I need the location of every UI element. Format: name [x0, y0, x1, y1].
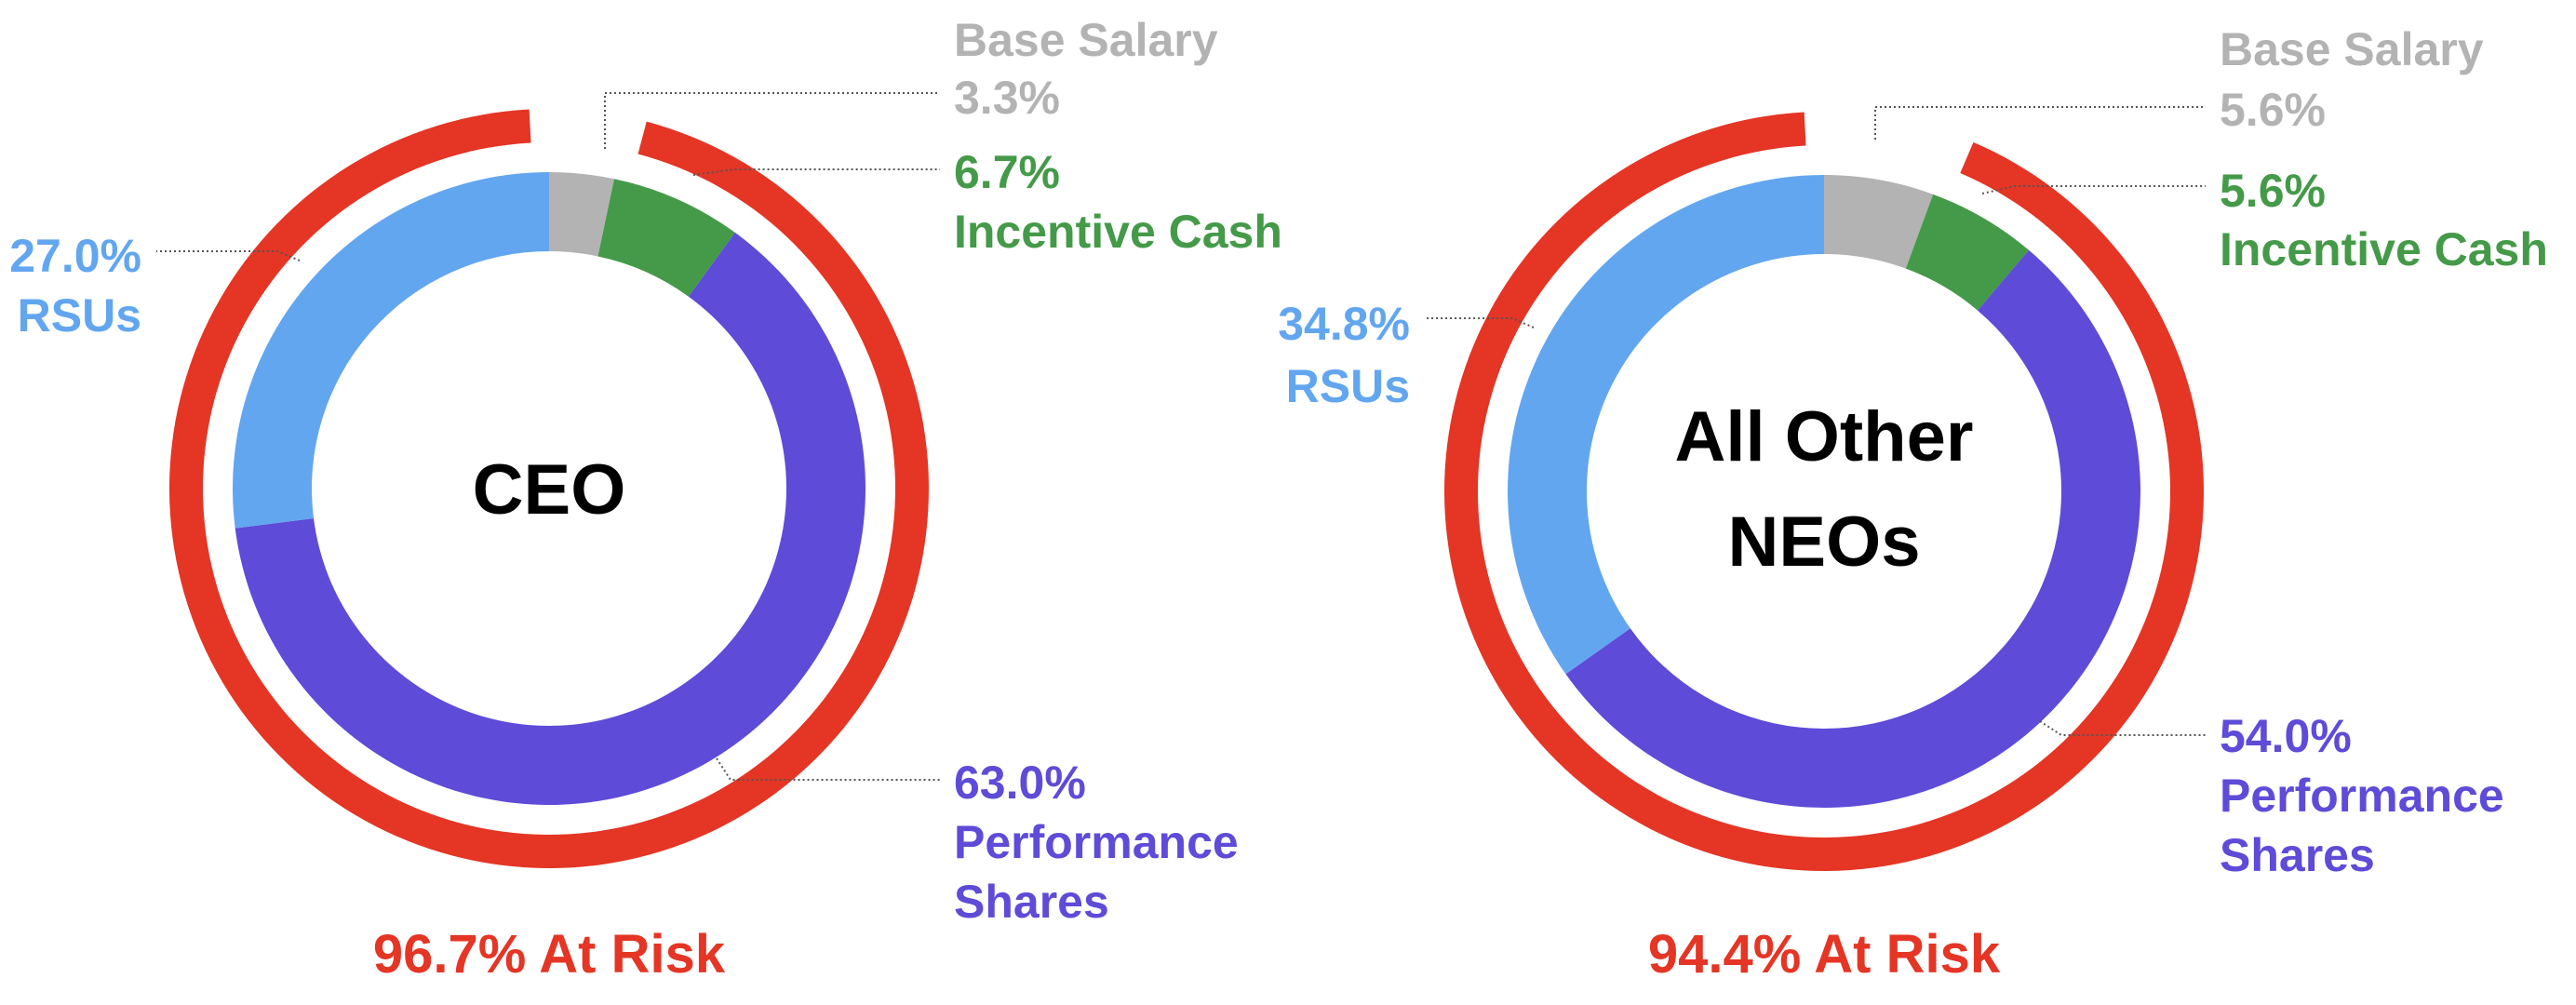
category-label-rsus: RSUs	[18, 289, 141, 342]
leader-line-incentive-cash	[1981, 185, 2206, 194]
category-label-base-salary: Base Salary	[954, 14, 1218, 66]
slice-rsus	[1508, 175, 1824, 675]
leader-line-base-salary	[604, 92, 940, 149]
category-label-incentive-cash: Incentive Cash	[954, 206, 1282, 258]
leader-line-performance-shares	[2039, 720, 2206, 736]
slice-incentive-cash	[597, 179, 735, 297]
category-label-incentive-cash: Incentive Cash	[2220, 223, 2548, 275]
data-label-base-salary: 3.3%	[954, 72, 1060, 124]
donut-chart-2: All Other NEOs Base Salary 5.6% 5.6% Incentiv…	[1278, 23, 2548, 985]
leader-line-rsus	[156, 250, 301, 261]
slice-performance-shares	[1565, 249, 2140, 809]
slice-incentive-cash	[1905, 194, 2029, 311]
category-label-base-salary: Base Salary	[2220, 23, 2484, 75]
category-label-performance-shares: Performance	[2220, 770, 2504, 822]
data-label-performance-shares: 63.0%	[954, 757, 1086, 809]
slice-base-salary	[1824, 175, 1934, 269]
center-label-line: CEO	[473, 450, 626, 529]
at-risk-label: 94.4% At Risk	[1648, 924, 2001, 985]
data-label-incentive-cash: 5.6%	[2220, 165, 2326, 217]
leader-line-rsus	[1424, 317, 1535, 328]
at-risk-label: 96.7% At Risk	[373, 924, 726, 985]
center-label-line: All Other	[1675, 397, 1974, 476]
data-label-base-salary: 5.6%	[2220, 84, 2326, 136]
category-label-performance-shares: Shares	[2220, 829, 2375, 881]
leader-line-incentive-cash	[692, 168, 940, 176]
data-label-performance-shares: 54.0%	[2220, 710, 2352, 762]
data-label-incentive-cash: 6.7%	[954, 146, 1060, 198]
leader-line-base-salary	[1874, 106, 2206, 140]
category-label-performance-shares: Performance	[954, 816, 1239, 868]
slice-base-salary	[549, 172, 614, 257]
donut-chart-1: CEO Base Salary 3.3% 6.7% Incentive Cash 63.0…	[9, 14, 1282, 985]
category-label-rsus: RSUs	[1286, 360, 1410, 412]
center-label-line: NEOs	[1728, 502, 1921, 582]
data-label-rsus: 34.8%	[1278, 298, 1410, 350]
data-label-rsus: 27.0%	[9, 230, 141, 282]
slice-rsus	[232, 171, 549, 529]
category-label-performance-shares: Shares	[954, 876, 1109, 928]
